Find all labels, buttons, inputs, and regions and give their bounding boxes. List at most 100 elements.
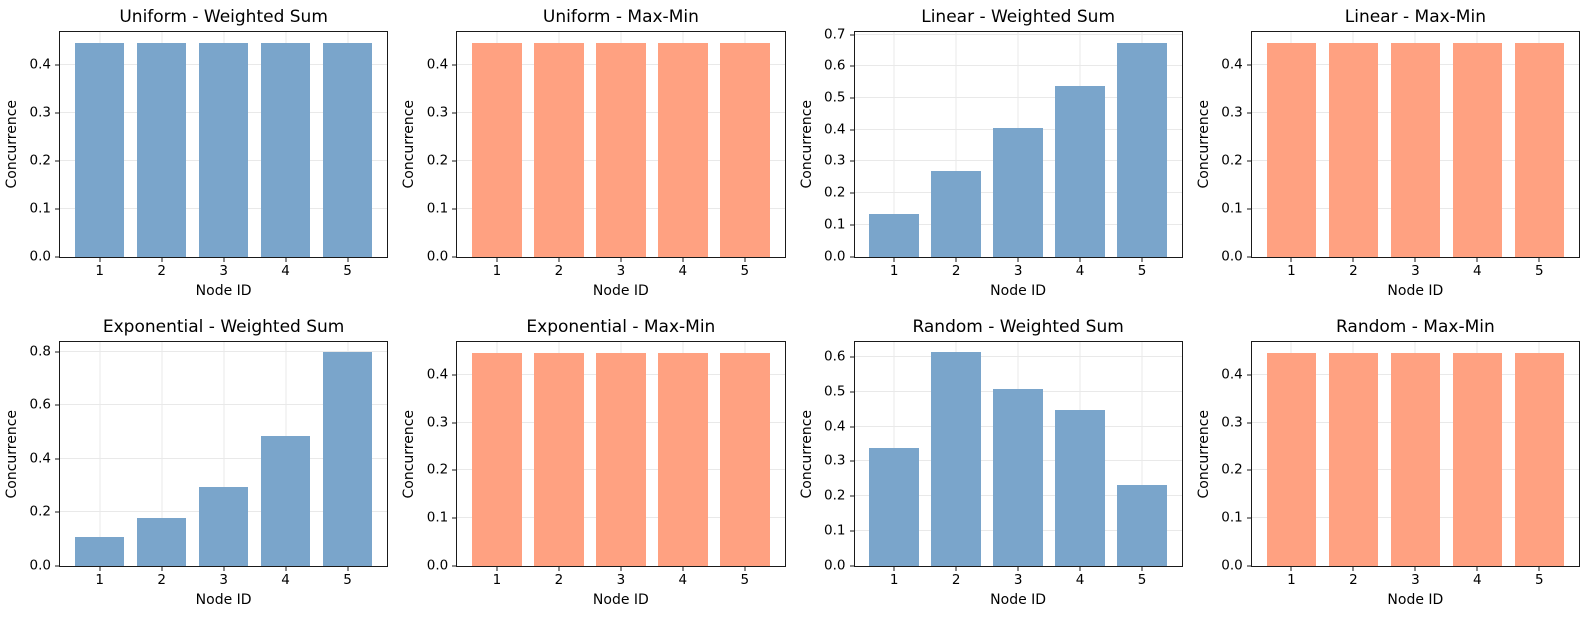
y-tick-mark (55, 565, 59, 567)
y-tick-label: 0.1 (426, 199, 449, 216)
subplot-linear-max-min: Linear - Max-Min 0.0 0.1 0.2 0.3 0.4 1 2 3 4 5 Node… (1192, 0, 1589, 310)
y-tick-mark (55, 458, 59, 460)
chart-title: Exponential - Max-Min (526, 316, 716, 337)
bar-node-5 (322, 43, 373, 257)
x-tick-label: 1 (1287, 572, 1296, 588)
x-tick-label: 2 (1349, 572, 1358, 588)
y-tick-mark (849, 65, 854, 67)
y-tick-mark (1246, 469, 1251, 471)
plot-area: 0.0 0.1 0.2 0.3 0.4 0.5 0.6 0.7 1 2 3 4 5 Node ID Conc… (799, 27, 1183, 298)
x-tick-mark (496, 567, 498, 571)
y-tick-label: 0.1 (1221, 509, 1243, 526)
y-tick-label: 0.0 (29, 247, 51, 264)
y-tick-label: 0.4 (1221, 366, 1243, 383)
bar-node-1 (472, 43, 522, 257)
x-axis-label: Node ID (592, 592, 649, 608)
y-tick-label: 0.0 (1221, 557, 1243, 574)
bar-node-1 (472, 352, 522, 566)
y-tick-label: 0.3 (1221, 413, 1243, 430)
y-tick-mark (849, 460, 854, 462)
bar-node-4 (658, 352, 708, 566)
y-tick-mark (849, 34, 854, 36)
x-tick-label: 5 (1137, 262, 1147, 279)
y-tick-label: 0.5 (824, 89, 846, 106)
y-tick-label: 0.2 (426, 152, 449, 169)
x-tick-label: 2 (951, 572, 961, 588)
x-tick-label: 1 (889, 572, 899, 588)
y-tick-label: 0.0 (426, 557, 449, 574)
bar-node-4 (1055, 410, 1105, 566)
bar-node-3 (198, 486, 249, 566)
y-tick-mark (849, 192, 854, 194)
x-tick-label: 1 (95, 262, 104, 279)
bar-node-3 (596, 43, 646, 257)
subplot-uniform-max-min: Uniform - Max-Min 0.0 0.1 0.2 0.3 0.4 1 2 3 4 5 Nod… (397, 0, 794, 310)
y-tick-label: 0.6 (29, 396, 51, 413)
subplot-exponential-weighted-sum: Exponential - Weighted Sum 0.0 0.2 0.4 0.6 0.… (0, 310, 397, 619)
x-axis-label: Node ID (1387, 282, 1444, 299)
y-tick-mark (849, 256, 854, 257)
bar-node-2 (931, 170, 981, 257)
x-tick-mark (347, 257, 349, 262)
x-tick-label: 2 (1349, 262, 1358, 279)
y-tick-label: 0.3 (29, 104, 51, 121)
x-tick-mark (955, 567, 957, 571)
y-tick-mark (849, 160, 854, 162)
y-axis-label: Concurrence (401, 99, 418, 189)
x-tick-mark (1079, 567, 1081, 571)
plot-area: 0.0 0.1 0.2 0.3 0.4 1 2 3 4 5 Node ID Concurrence (401, 340, 786, 607)
bar-node-3 (1390, 352, 1441, 566)
bar-node-3 (993, 388, 1043, 566)
y-tick-mark (55, 208, 59, 210)
x-tick-mark (1079, 257, 1081, 262)
y-tick-label: 0.8 (29, 342, 51, 359)
y-tick-mark (452, 517, 457, 519)
x-tick-label: 1 (95, 572, 104, 588)
x-axis-label: Node ID (195, 282, 252, 299)
y-tick-mark (452, 160, 457, 162)
y-tick-mark (55, 404, 59, 406)
x-tick-mark (1476, 257, 1478, 262)
x-tick-mark (682, 257, 684, 262)
bar-node-2 (1328, 43, 1379, 257)
x-tick-mark (620, 567, 622, 571)
x-tick-label: 2 (554, 572, 564, 588)
y-tick-label: 0.4 (824, 120, 846, 137)
bar-node-3 (993, 128, 1043, 257)
subplot-random-max-min: Random - Max-Min 0.0 0.1 0.2 0.3 0.4 1 2 3 4 5 Node… (1192, 310, 1589, 619)
bar-node-4 (1452, 43, 1503, 257)
vertical-gridline (223, 341, 225, 566)
bar-node-5 (720, 352, 770, 566)
bar-node-5 (1514, 43, 1565, 257)
x-tick-mark (1017, 567, 1019, 571)
bar-node-2 (1328, 352, 1379, 566)
x-tick-mark (955, 257, 957, 262)
plot-area: 0.0 0.2 0.4 0.6 0.8 1 2 3 4 5 Node ID Concurrence (4, 340, 389, 607)
bar-node-3 (1390, 43, 1441, 257)
bar-node-1 (74, 537, 125, 566)
x-tick-mark (161, 257, 163, 262)
y-tick-mark (849, 129, 854, 131)
y-tick-label: 0.2 (824, 184, 846, 201)
y-tick-label: 0.1 (29, 199, 51, 216)
bar-node-1 (1266, 352, 1317, 566)
subplot-linear-weighted-sum: Linear - Weighted Sum 0.0 0.1 0.2 0.3 0.4 0.5 0… (795, 0, 1192, 310)
plot-area: 0.0 0.1 0.2 0.3 0.4 1 2 3 4 5 Node ID Concurrence (1196, 31, 1580, 298)
x-tick-label: 5 (740, 572, 750, 588)
y-tick-label: 0.3 (426, 104, 449, 121)
y-tick-mark (849, 356, 854, 358)
plot-area: 0.0 0.1 0.2 0.3 0.4 1 2 3 4 5 Node ID Concurrence (401, 31, 786, 298)
x-tick-mark (1290, 567, 1292, 571)
y-tick-label: 0.4 (426, 56, 449, 73)
y-tick-label: 0.0 (824, 247, 846, 264)
y-tick-mark (55, 160, 59, 162)
plot-area: 0.0 0.1 0.2 0.3 0.4 1 2 3 4 5 Node ID Concurrence (1196, 340, 1580, 607)
x-tick-mark (1352, 257, 1354, 262)
x-tick-label: 3 (616, 572, 626, 588)
y-tick-mark (1246, 160, 1251, 162)
y-axis-label: Concurrence (4, 99, 20, 189)
y-axis-label: Concurrence (1195, 99, 1212, 189)
chart-title: Exponential - Weighted Sum (102, 316, 345, 337)
y-tick-label: 0.3 (824, 152, 846, 169)
x-tick-mark (347, 567, 349, 571)
